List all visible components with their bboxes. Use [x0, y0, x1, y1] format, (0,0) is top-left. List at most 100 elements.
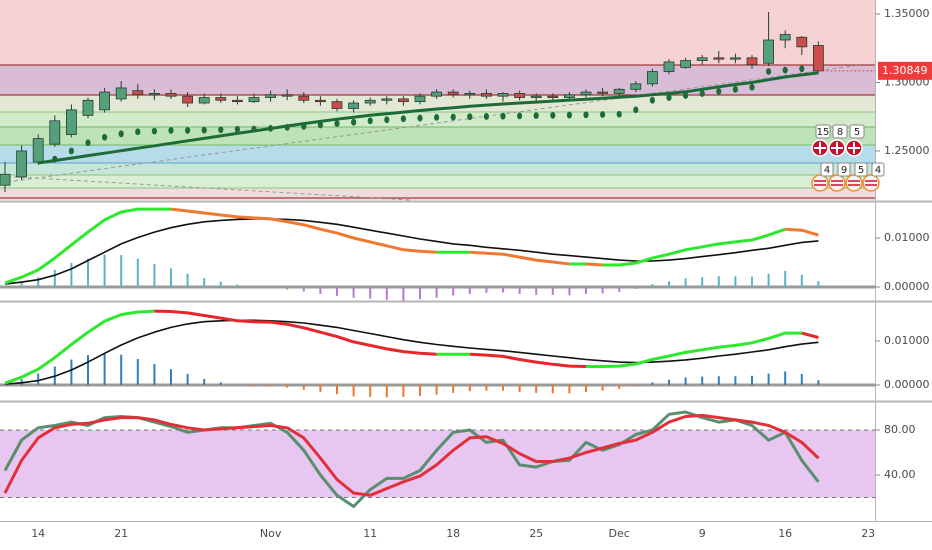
- candle-body: [298, 95, 310, 101]
- histogram-bar: [618, 287, 621, 292]
- sar-dot: [185, 127, 191, 134]
- candle-body: [547, 95, 559, 98]
- event-count-box: [820, 162, 834, 177]
- sar-dot: [749, 83, 755, 91]
- line: [469, 250, 570, 266]
- event-count-box: [832, 124, 848, 139]
- candle-body: [464, 93, 476, 96]
- histogram-bar: [701, 277, 704, 288]
- sar-dot: [251, 125, 257, 133]
- candle-body: [16, 150, 28, 178]
- sar-dot: [367, 117, 373, 125]
- candle-body: [680, 60, 691, 68]
- histogram-bar: [70, 262, 73, 288]
- histogram-bar: [269, 384, 272, 387]
- histogram-bar: [419, 384, 421, 396]
- x-tick-label: 11: [363, 527, 377, 540]
- candle-body: [779, 34, 791, 41]
- sar-dot: [234, 125, 240, 133]
- sar-dot: [284, 123, 290, 131]
- band: [0, 145, 875, 163]
- sar-dot: [168, 127, 174, 134]
- histogram-bar: [4, 384, 6, 385]
- histogram-bar: [468, 287, 471, 294]
- histogram-bar: [352, 384, 355, 397]
- histogram-bar: [452, 384, 455, 393]
- sar-dot: [351, 118, 357, 126]
- x-tick-label: 16: [778, 527, 792, 540]
- histogram-bar: [767, 273, 770, 288]
- sar-dot: [550, 111, 556, 119]
- histogram-bar: [568, 384, 571, 394]
- candle-body: [364, 99, 376, 104]
- histogram-bar: [817, 380, 820, 385]
- histogram-bar: [717, 376, 720, 385]
- x-tick-label: Nov: [260, 527, 282, 540]
- histogram-bar: [402, 287, 405, 301]
- sar-dot: [52, 155, 58, 163]
- line: [37, 71, 819, 165]
- histogram-bar: [4, 286, 6, 288]
- event-flag-stripes: [865, 180, 877, 186]
- line: [170, 207, 437, 254]
- band: [0, 175, 875, 188]
- histogram-bar: [253, 286, 255, 288]
- x-tick-label: 9: [699, 527, 706, 540]
- histogram-bar: [551, 287, 554, 295]
- event-count: 8: [837, 127, 843, 138]
- candle-body: [248, 97, 260, 103]
- y-tick-label: 80.00: [884, 423, 916, 436]
- sar-dot: [517, 112, 523, 120]
- histogram-bar: [20, 282, 23, 288]
- histogram-bar: [103, 254, 106, 288]
- candle-body: [115, 87, 127, 100]
- event-flag-cross: [814, 142, 826, 154]
- trend-line: [0, 64, 861, 184]
- y-tick-label: 0.00000: [884, 280, 930, 293]
- histogram-bar: [87, 355, 89, 385]
- histogram-bar: [435, 287, 438, 298]
- sar-dot: [600, 111, 606, 118]
- histogram-bar: [701, 376, 704, 385]
- sar-dot: [400, 115, 406, 123]
- histogram-bar: [684, 377, 687, 385]
- histogram-bar: [518, 287, 521, 294]
- histogram-bar: [601, 384, 604, 391]
- band: [0, 188, 875, 200]
- candle-body: [215, 97, 227, 101]
- sar-dot: [102, 133, 108, 141]
- candle-body: [613, 88, 625, 94]
- candle-body: [148, 93, 160, 96]
- line: [785, 227, 819, 237]
- histogram-bar: [286, 384, 289, 388]
- histogram-bar: [53, 269, 56, 288]
- sar-dot: [434, 113, 440, 121]
- candle-body: [480, 93, 492, 97]
- candle-body: [796, 36, 808, 48]
- candle-body: [132, 90, 144, 96]
- candle-body: [0, 173, 11, 186]
- sar-dot: [616, 110, 622, 118]
- candle-body: [265, 94, 277, 98]
- candle-body: [82, 99, 94, 116]
- histogram-bar: [435, 384, 438, 395]
- histogram-bar: [717, 276, 720, 288]
- candle-body: [597, 91, 608, 94]
- sar-dot: [334, 120, 340, 127]
- histogram-bar: [385, 384, 388, 398]
- event-flag-stripes: [814, 180, 826, 186]
- sar-dot: [317, 121, 323, 129]
- event-flag: [845, 174, 863, 192]
- event-flag-stripes: [831, 180, 843, 186]
- y-tick-label: 0.00000: [884, 378, 930, 391]
- candle-body: [514, 93, 525, 98]
- y-tick-label: 0.01000: [884, 334, 930, 347]
- sar-dot: [417, 114, 423, 122]
- candle-body: [730, 57, 741, 60]
- band: [0, 0, 875, 65]
- candle-body: [647, 71, 658, 85]
- histogram-bar: [170, 268, 172, 288]
- x-tick-label: 21: [114, 527, 128, 540]
